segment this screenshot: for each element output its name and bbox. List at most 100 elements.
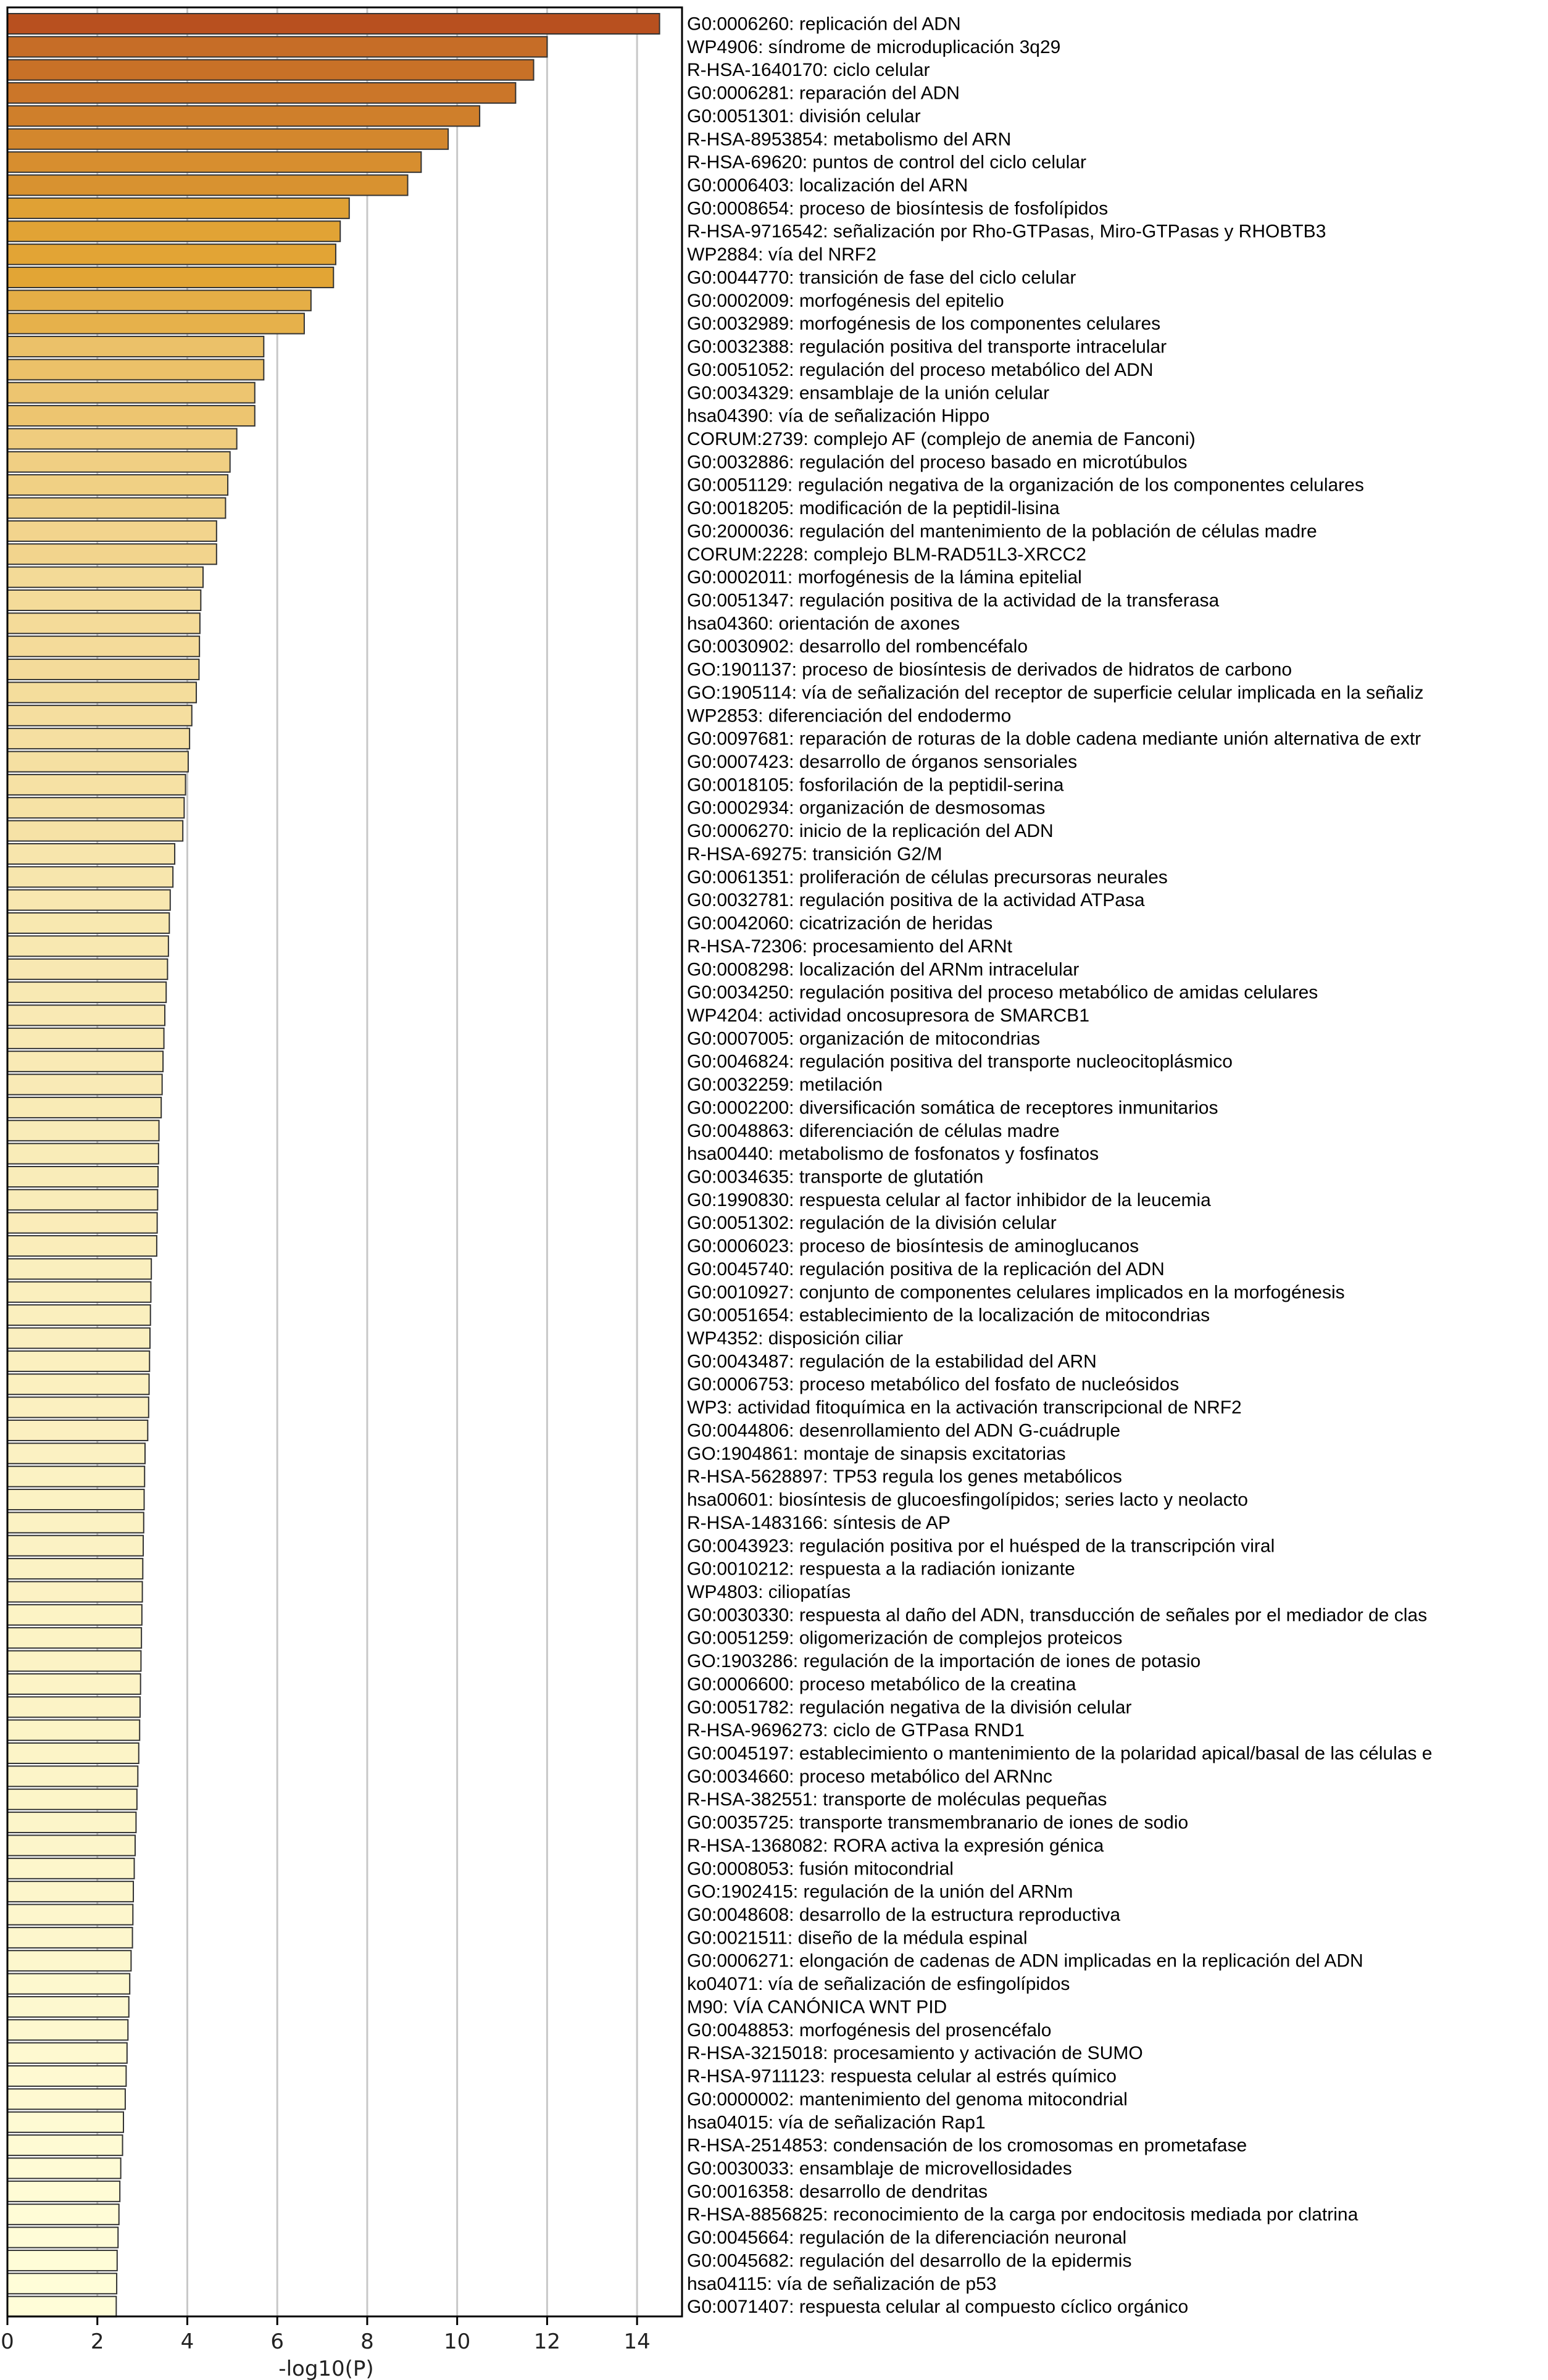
term-label-68: WP4803: ciliopatías: [687, 1582, 851, 1602]
bar-53: [7, 1235, 157, 1257]
bar-54: [7, 1258, 152, 1280]
term-label-92: R-HSA-2514853: condensación de los cromo…: [687, 2136, 1247, 2156]
term-label-1: WP4906: síndrome de microduplicación 3q2…: [687, 37, 1060, 57]
term-label-81: GO:1902415: regulación de la unión del A…: [687, 1882, 1073, 1902]
bar-4: [7, 105, 481, 127]
bar-59: [7, 1373, 150, 1396]
bar-58: [7, 1350, 151, 1372]
term-label-37: G0:0061351: proliferación de células pre…: [687, 867, 1168, 888]
term-label-69: G0:0030330: respuesta al daño del ADN, t…: [687, 1605, 1427, 1625]
bar-17: [7, 405, 256, 427]
term-label-35: G0:0006270: inicio de la replicación del…: [687, 821, 1054, 841]
bar-47: [7, 1096, 162, 1118]
bar-13: [7, 312, 305, 335]
term-label-20: G0:0051129: regulación negativa de la or…: [687, 475, 1364, 496]
bar-39: [7, 912, 170, 934]
bar-18: [7, 428, 238, 450]
term-label-28: GO:1901137: proceso de biosíntesis de de…: [687, 660, 1292, 680]
bar-7: [7, 174, 409, 196]
bar-84: [7, 1950, 132, 1972]
bar-52: [7, 1212, 158, 1234]
bar-72: [7, 1673, 141, 1695]
term-label-90: G0:0000002: mantenimiento del genoma mit…: [687, 2089, 1128, 2110]
bar-32: [7, 751, 189, 773]
bar-41: [7, 958, 169, 980]
term-label-54: G0:0045740: regulación positiva de la re…: [687, 1259, 1165, 1279]
term-label-85: ko04071: vía de señalización de esfingol…: [687, 1974, 1070, 1994]
term-label-52: G0:0051302: regulación de la división ce…: [687, 1213, 1057, 1233]
bar-16: [7, 381, 256, 404]
bar-10: [7, 243, 336, 265]
bar-89: [7, 2065, 127, 2087]
term-label-41: G0:0008298: localización del ARNm intrac…: [687, 959, 1079, 980]
term-label-38: G0:0032781: regulación positiva de la ac…: [687, 890, 1145, 910]
term-label-17: hsa04390: vía de señalización Hippo: [687, 406, 989, 426]
term-label-57: WP4352: disposición ciliar: [687, 1328, 903, 1349]
bar-6: [7, 151, 422, 173]
bar-28: [7, 659, 200, 681]
term-label-49: hsa00440: metabolismo de fosfonatos y fo…: [687, 1144, 1099, 1164]
term-label-71: GO:1903286: regulación de la importación…: [687, 1651, 1201, 1671]
x-tick-label-0: 0: [1, 2329, 14, 2354]
term-label-5: R-HSA-8953854: metabolismo del ARN: [687, 129, 1011, 149]
x-tick-label-8: 8: [360, 2329, 374, 2354]
bar-63: [7, 1465, 146, 1488]
term-label-91: hsa04015: vía de señalización Rap1: [687, 2112, 986, 2132]
term-label-23: CORUM:2228: complejo BLM-RAD51L3-XRCC2: [687, 544, 1086, 565]
plot-frame: [6, 6, 683, 2318]
term-label-42: G0:0034250: regulación positiva del proc…: [687, 983, 1318, 1003]
term-label-40: R-HSA-72306: procesamiento del ARNt: [687, 936, 1013, 957]
bar-31: [7, 728, 191, 750]
term-label-15: G0:0051052: regulación del proceso metab…: [687, 360, 1153, 380]
x-axis-label: -log10(P): [278, 2357, 373, 2380]
bar-69: [7, 1604, 143, 1626]
bar-24: [7, 566, 204, 588]
bar-77: [7, 1788, 138, 1810]
bar-91: [7, 2111, 124, 2133]
bar-46: [7, 1073, 163, 1096]
bar-62: [7, 1442, 146, 1465]
bar-92: [7, 2134, 123, 2157]
term-label-76: G0:0034660: proceso metabólico del ARNnc: [687, 1766, 1052, 1787]
term-label-6: R-HSA-69620: puntos de control del ciclo…: [687, 152, 1086, 173]
bar-14: [7, 336, 265, 358]
bar-67: [7, 1558, 144, 1580]
term-label-70: G0:0051259: oligomerización de complejos…: [687, 1628, 1122, 1649]
term-label-13: G0:0032989: morfogénesis de los componen…: [687, 314, 1160, 334]
bar-55: [7, 1281, 152, 1303]
bar-34: [7, 797, 185, 819]
term-label-53: G0:0006023: proceso de biosíntesis de am…: [687, 1236, 1139, 1257]
bar-27: [7, 635, 201, 657]
term-label-39: G0:0042060: cicatrización de heridas: [687, 913, 992, 934]
term-label-16: G0:0034329: ensamblaje de la unión celul…: [687, 383, 1049, 403]
term-label-22: G0:2000036: regulación del mantenimiento…: [687, 521, 1317, 541]
bar-79: [7, 1834, 136, 1857]
bar-40: [7, 935, 169, 957]
bar-70: [7, 1627, 143, 1649]
x-axis-ticks: 0 2 4 6 8 10 12 14: [1, 2316, 651, 2354]
term-label-80: G0:0008053: fusión mitocondrial: [687, 1858, 954, 1879]
bar-82: [7, 1904, 134, 1926]
term-label-10: WP2884: vía del NRF2: [687, 244, 876, 265]
bar-0: [7, 13, 660, 35]
bar-35: [7, 820, 184, 842]
term-label-60: WP3: actividad fitoquímica en la activac…: [687, 1397, 1242, 1418]
bar-9: [7, 220, 341, 243]
term-label-31: G0:0097681: reparación de roturas de la …: [687, 729, 1421, 749]
bar-90: [7, 2088, 126, 2110]
term-label-89: R-HSA-9711123: respuesta celular al estr…: [687, 2066, 1117, 2087]
term-label-50: G0:0034635: transporte de glutatión: [687, 1167, 983, 1188]
term-label-14: G0:0032388: regulación positiva del tran…: [687, 337, 1167, 357]
term-label-97: G0:0045682: regulación del desarrollo de…: [687, 2250, 1131, 2271]
term-label-75: G0:0045197: establecimiento o mantenimie…: [687, 1744, 1432, 1764]
x-tick-label-2: 2: [91, 2329, 104, 2354]
bar-74: [7, 1719, 141, 1741]
term-label-29: GO:1905114: vía de señalización del rece…: [687, 683, 1423, 703]
term-label-86: M90: VÍA CANÓNICA WNT PID: [687, 1997, 947, 2017]
term-label-62: GO:1904861: montaje de sinapsis excitato…: [687, 1444, 1066, 1464]
bar-97: [7, 2249, 118, 2271]
term-label-47: G0:0002200: diversificación somática de …: [687, 1097, 1218, 1118]
bar-57: [7, 1327, 151, 1349]
bar-49: [7, 1142, 159, 1165]
